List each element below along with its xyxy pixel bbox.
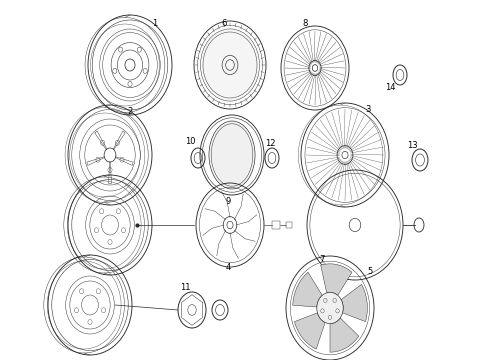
Text: 9: 9 (225, 198, 231, 207)
Bar (272, 221, 280, 229)
Polygon shape (341, 284, 368, 321)
Bar (286, 222, 292, 228)
Text: 7: 7 (319, 256, 325, 265)
Polygon shape (320, 264, 352, 295)
Text: 6: 6 (221, 18, 227, 27)
Text: 5: 5 (368, 267, 372, 276)
Text: 8: 8 (302, 18, 308, 27)
Ellipse shape (200, 29, 260, 101)
Text: 11: 11 (180, 284, 190, 292)
Text: 3: 3 (366, 105, 371, 114)
Text: 14: 14 (385, 84, 395, 93)
Text: 13: 13 (407, 140, 417, 149)
Polygon shape (330, 318, 359, 352)
Text: 12: 12 (265, 139, 275, 148)
Ellipse shape (317, 292, 343, 324)
Polygon shape (294, 313, 325, 349)
Ellipse shape (209, 121, 255, 189)
Text: 4: 4 (225, 264, 231, 273)
Polygon shape (293, 272, 322, 307)
Text: 10: 10 (185, 138, 195, 147)
Text: 1: 1 (152, 18, 158, 27)
Text: 2: 2 (127, 108, 133, 117)
